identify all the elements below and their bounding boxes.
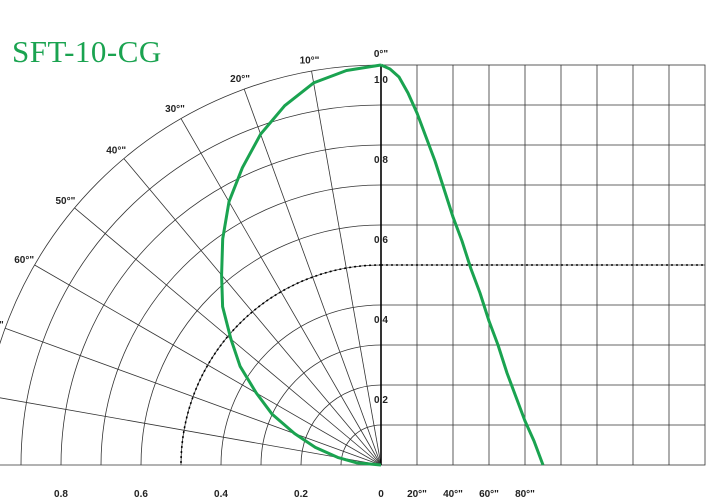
grid-arc [260, 344, 382, 466]
grid-arc [60, 144, 382, 466]
angle-tick-label: 0°" [374, 49, 389, 60]
grid-arc [100, 184, 382, 466]
grid-spoke [34, 264, 382, 466]
angle-tick-label: 30°" [165, 104, 185, 115]
grid-arc [140, 224, 382, 466]
grid-spoke [0, 397, 382, 466]
polar-intensity-curve [220, 63, 382, 467]
angle-tick-label: 50°" [55, 196, 75, 207]
bottom-radial-label: 0.4 [214, 489, 228, 500]
grid-spoke [123, 158, 382, 466]
bottom-angle-label: 20°" [407, 489, 427, 500]
angle-tick-label: 70°" [0, 320, 4, 331]
radial-tick-label: 0.8 [374, 155, 388, 166]
grid-spoke [243, 88, 382, 466]
grid-spoke [4, 327, 382, 466]
polar-grid [0, 64, 382, 466]
radial-tick-label: 0.4 [374, 315, 388, 326]
radial-tick-label: 0.2 [374, 395, 388, 406]
radial-tick-label: 0.6 [374, 235, 388, 246]
chart-title: SFT-10-CG [12, 34, 162, 69]
grid-arc [0, 64, 382, 345]
tick-labels: 0°"10°"20°"30°"40°"50°"60°"70°"80°"90°"0… [0, 49, 535, 500]
grid-arc [220, 304, 382, 466]
grid-spoke [180, 118, 382, 466]
bottom-angle-label: 80°" [515, 489, 535, 500]
half-max-lines [180, 264, 705, 466]
grid-spoke [311, 71, 382, 466]
radial-tick-label: 1.0 [374, 75, 388, 86]
bottom-radial-label: 0.8 [54, 489, 68, 500]
angle-tick-label: 10°" [300, 55, 320, 66]
angle-tick-label: 40°" [106, 145, 126, 156]
grid-arc [300, 384, 382, 466]
intensity-curves [220, 63, 545, 467]
angle-tick-label: 60°" [14, 255, 34, 266]
bottom-angle-label: 60°" [479, 489, 499, 500]
angle-tick-label: 20°" [230, 74, 250, 85]
cartesian-intensity-curve [380, 63, 545, 466]
bottom-radial-label: 0.6 [134, 489, 148, 500]
grid-arc [20, 104, 382, 466]
bottom-angle-label: 40°" [443, 489, 463, 500]
grid-spoke [74, 207, 382, 466]
bottom-radial-label: 0 [378, 489, 384, 500]
bottom-radial-label: 0.2 [294, 489, 308, 500]
grid-arc [180, 264, 382, 466]
